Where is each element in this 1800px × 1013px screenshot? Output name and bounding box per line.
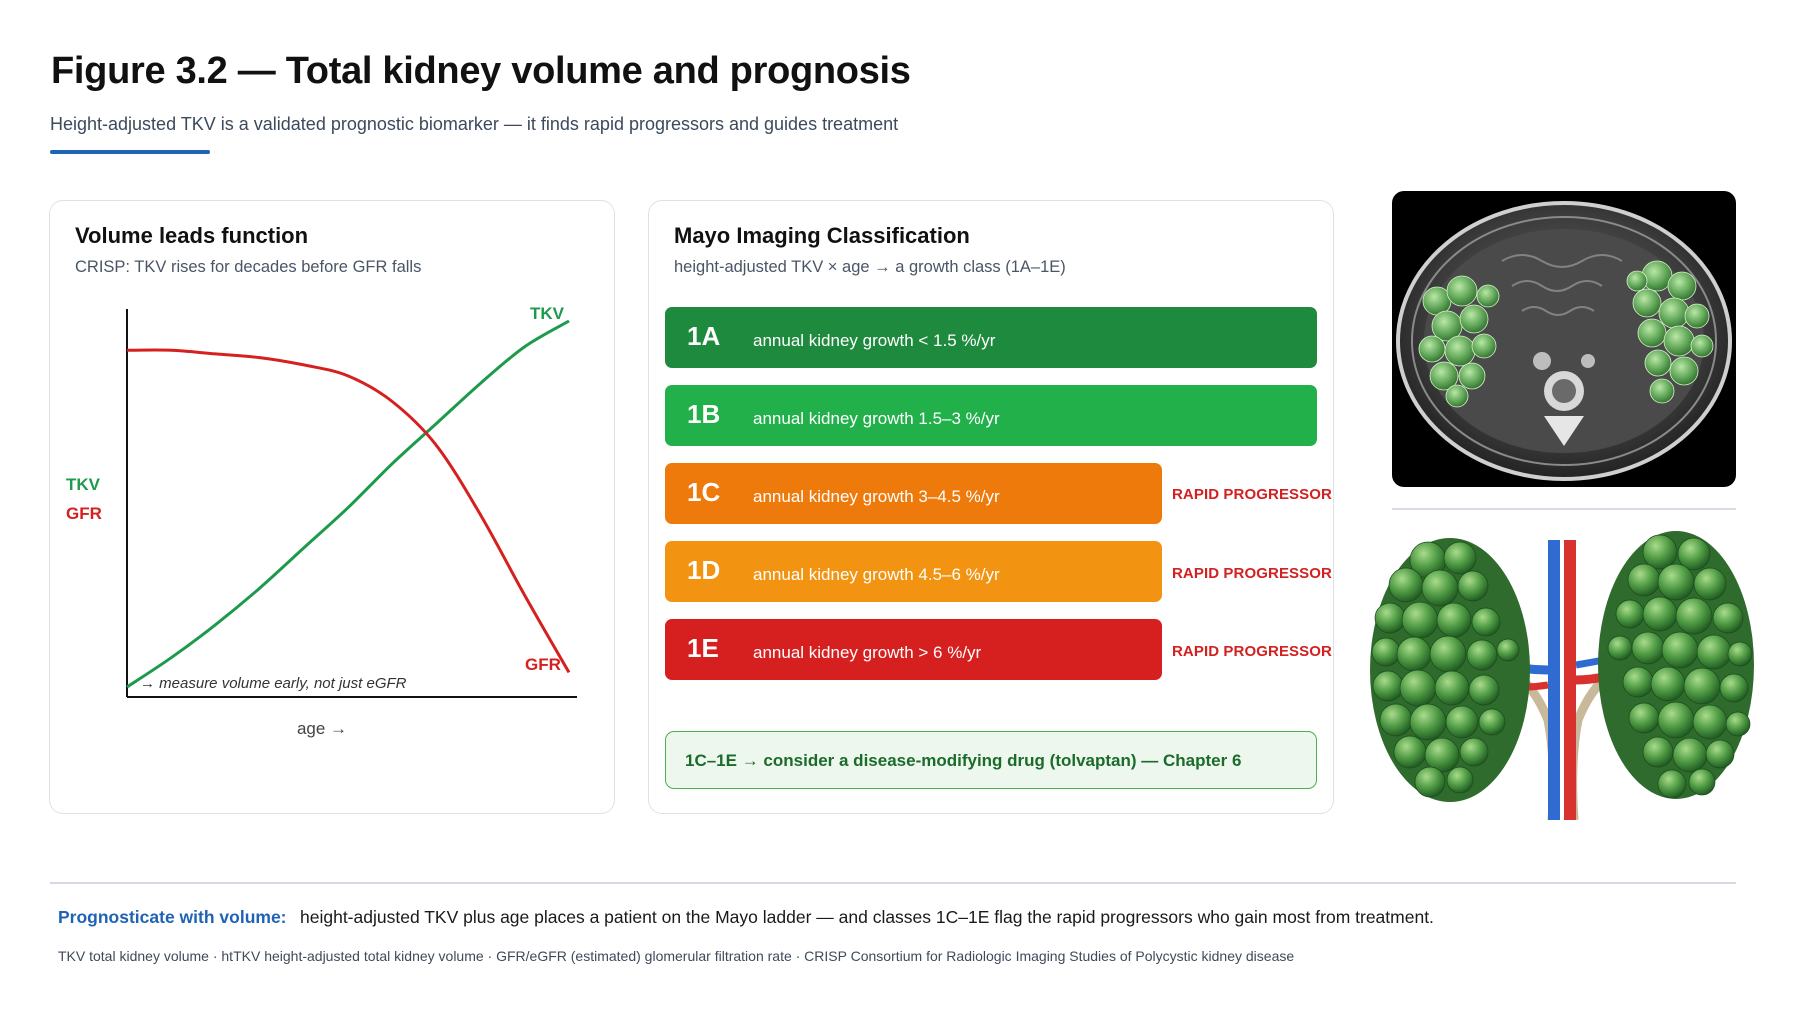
class-code: 1C — [687, 477, 721, 507]
class-growth-text: annual kidney growth 1.5–3 %/yr — [753, 409, 1000, 428]
ct-scan-illustration — [1396, 201, 1732, 481]
class-bar-1e: 1E annual kidney growth > 6 %/yr — [665, 619, 1162, 680]
class-bar-1a: 1A annual kidney growth < 1.5 %/yr — [665, 307, 1317, 368]
card-subtitle: height-adjusted TKV × age → a growth cla… — [674, 258, 1066, 276]
class-growth-text: annual kidney growth < 1.5 %/yr — [753, 331, 996, 350]
card-title: Volume leads function — [75, 223, 309, 248]
class-growth-text: annual kidney growth 4.5–6 %/yr — [753, 565, 1000, 584]
chart-note: → measure volume early, not just eGFR — [140, 675, 407, 692]
class-bar-1d: 1D annual kidney growth 4.5–6 %/yr — [665, 541, 1162, 602]
footer-divider — [50, 882, 1736, 884]
rapid-progressor-tag: RAPID PROGRESSOR — [1172, 486, 1332, 503]
card-title: Mayo Imaging Classification — [674, 223, 970, 248]
figure-title: Figure 3.2 — Total kidney volume and pro… — [51, 50, 911, 92]
y-label-gfr: GFR — [66, 504, 102, 523]
ct-scan-image — [1392, 191, 1736, 487]
y-label-tkv: TKV — [66, 475, 101, 494]
x-axis-label: age → — [297, 719, 347, 738]
rapid-progressor-tag: RAPID PROGRESSOR — [1172, 643, 1332, 660]
glossary-text: TKV total kidney volume · htTKV height-a… — [58, 948, 1295, 964]
kidney-illustration — [1370, 531, 1754, 821]
polycystic-kidneys-illustration — [1368, 530, 1758, 821]
gfr-series-label: GFR — [525, 655, 561, 674]
class-code: 1E — [687, 633, 719, 663]
class-bar-1b: 1B annual kidney growth 1.5–3 %/yr — [665, 385, 1317, 446]
tolvaptan-callout: 1C–1E → consider a disease-modifying dru… — [665, 731, 1317, 789]
card-subtitle: CRISP: TKV rises for decades before GFR … — [75, 258, 422, 276]
image-divider — [1392, 508, 1736, 510]
class-code: 1D — [687, 555, 721, 585]
rapid-progressor-tag: RAPID PROGRESSOR — [1172, 565, 1332, 582]
tkv-series-line — [126, 319, 570, 689]
tkv-gfr-chart: TKV GFR TKV GFR → measure volume early, … — [66, 304, 577, 738]
takeaway-text: height-adjusted TKV plus age places a pa… — [300, 907, 1434, 927]
class-growth-text: annual kidney growth > 6 %/yr — [753, 643, 982, 662]
class-code: 1B — [687, 399, 721, 429]
class-code: 1A — [687, 321, 721, 351]
gfr-series-line — [126, 348, 571, 674]
tkv-series-label: TKV — [530, 304, 565, 323]
figure-subtitle: Height-adjusted TKV is a validated progn… — [50, 114, 899, 134]
volume-function-card: Volume leads function CRISP: TKV rises f… — [49, 200, 615, 814]
takeaway-label: Prognosticate with volume: — [58, 907, 287, 927]
callout-text: 1C–1E → consider a disease-modifying dru… — [685, 751, 1242, 770]
title-underline — [50, 150, 210, 154]
class-bar-1c: 1C annual kidney growth 3–4.5 %/yr — [665, 463, 1162, 524]
mayo-classification-card: Mayo Imaging Classification height-adjus… — [648, 200, 1334, 814]
class-growth-text: annual kidney growth 3–4.5 %/yr — [753, 487, 1000, 506]
